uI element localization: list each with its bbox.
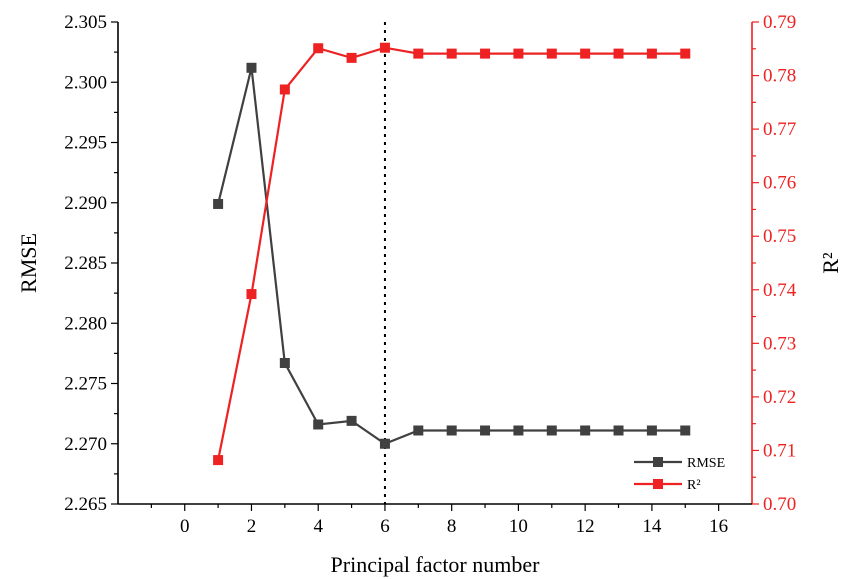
data-point	[246, 62, 257, 73]
right-axis-tick-label: 0.77	[763, 119, 796, 140]
x-axis-tick-label: 0	[180, 516, 190, 537]
data-point	[480, 48, 491, 59]
x-axis: 0 2 4 6 8 10 12 14 16	[118, 503, 752, 537]
x-axis-title: Principal factor number	[331, 552, 541, 577]
data-point	[546, 48, 557, 59]
data-point	[613, 425, 624, 436]
data-point	[413, 48, 424, 59]
data-point	[313, 43, 324, 54]
legend: RMSE R²	[634, 456, 725, 493]
data-point	[646, 425, 657, 436]
series-line-r	[217, 46, 686, 461]
data-point	[580, 425, 591, 436]
right-axis-tick-label: 0.79	[763, 12, 796, 33]
data-point	[246, 289, 257, 300]
right-axis-tick-label: 0.72	[763, 387, 796, 408]
right-axis-tick-label: 0.74	[763, 280, 797, 301]
axis-titles: Principal factor number RMSE R²	[16, 233, 843, 577]
right-axis-tick-label: 0.73	[763, 333, 796, 354]
right-axis-tick-label: 0.71	[763, 440, 796, 461]
x-axis-tick-label: 16	[709, 516, 728, 537]
data-point	[680, 48, 691, 59]
x-axis-tick-label: 12	[576, 516, 595, 537]
right-axis-title: R²	[818, 252, 843, 274]
left-axis-title: RMSE	[16, 233, 41, 293]
legend-marker	[653, 457, 663, 467]
x-axis-tick-label: 14	[642, 516, 662, 537]
left-axis-tick-label: 2.290	[64, 193, 107, 214]
series-line-rmse	[217, 67, 686, 446]
left-axis-tick-label: 2.305	[64, 12, 107, 33]
data-point	[213, 198, 224, 209]
data-point	[279, 358, 290, 369]
data-point	[213, 455, 224, 466]
data-point	[379, 438, 390, 449]
data-point	[480, 425, 491, 436]
data-point	[313, 419, 324, 430]
legend-label: R²	[687, 478, 701, 493]
data-point	[680, 425, 691, 436]
x-axis-tick-label: 8	[447, 516, 457, 537]
left-axis-tick-label: 2.280	[64, 313, 107, 334]
left-axis-tick-label: 2.275	[64, 374, 107, 395]
data-point	[446, 48, 457, 59]
data-point	[580, 48, 591, 59]
right-axis: 0.70 0.71 0.72 0.73 0.74 0.75 0.76 0.77 0.78 0.79	[751, 12, 797, 515]
data-point	[379, 42, 390, 53]
data-point	[613, 48, 624, 59]
data-point	[513, 48, 524, 59]
data-point	[346, 52, 357, 63]
data-point	[546, 425, 557, 436]
right-axis-tick-label: 0.76	[763, 173, 796, 194]
data-point	[279, 84, 290, 95]
data-point	[446, 425, 457, 436]
data-point	[513, 425, 524, 436]
data-point	[346, 415, 357, 426]
legend-label: RMSE	[687, 456, 725, 471]
left-axis-tick-label: 2.295	[64, 133, 107, 154]
right-axis-tick-label: 0.75	[763, 226, 796, 247]
series-group	[213, 42, 691, 466]
left-axis-tick-label: 2.265	[64, 494, 107, 515]
left-axis-tick-label: 2.270	[64, 434, 107, 455]
x-axis-tick-label: 4	[313, 516, 323, 537]
x-axis-tick-label: 2	[247, 516, 257, 537]
data-point	[413, 425, 424, 436]
x-axis-tick-label: 10	[509, 516, 528, 537]
legend-marker	[653, 479, 663, 489]
right-axis-tick-label: 0.70	[763, 494, 796, 515]
left-axis-tick-label: 2.300	[64, 72, 107, 93]
data-point	[646, 48, 657, 59]
x-axis-tick-label: 6	[380, 516, 390, 537]
right-axis-tick-label: 0.78	[763, 66, 796, 87]
left-axis: 2.265 2.270 2.275 2.280 2.285 2.290 2.295 2.300…	[64, 12, 119, 515]
left-axis-tick-label: 2.285	[64, 253, 107, 274]
